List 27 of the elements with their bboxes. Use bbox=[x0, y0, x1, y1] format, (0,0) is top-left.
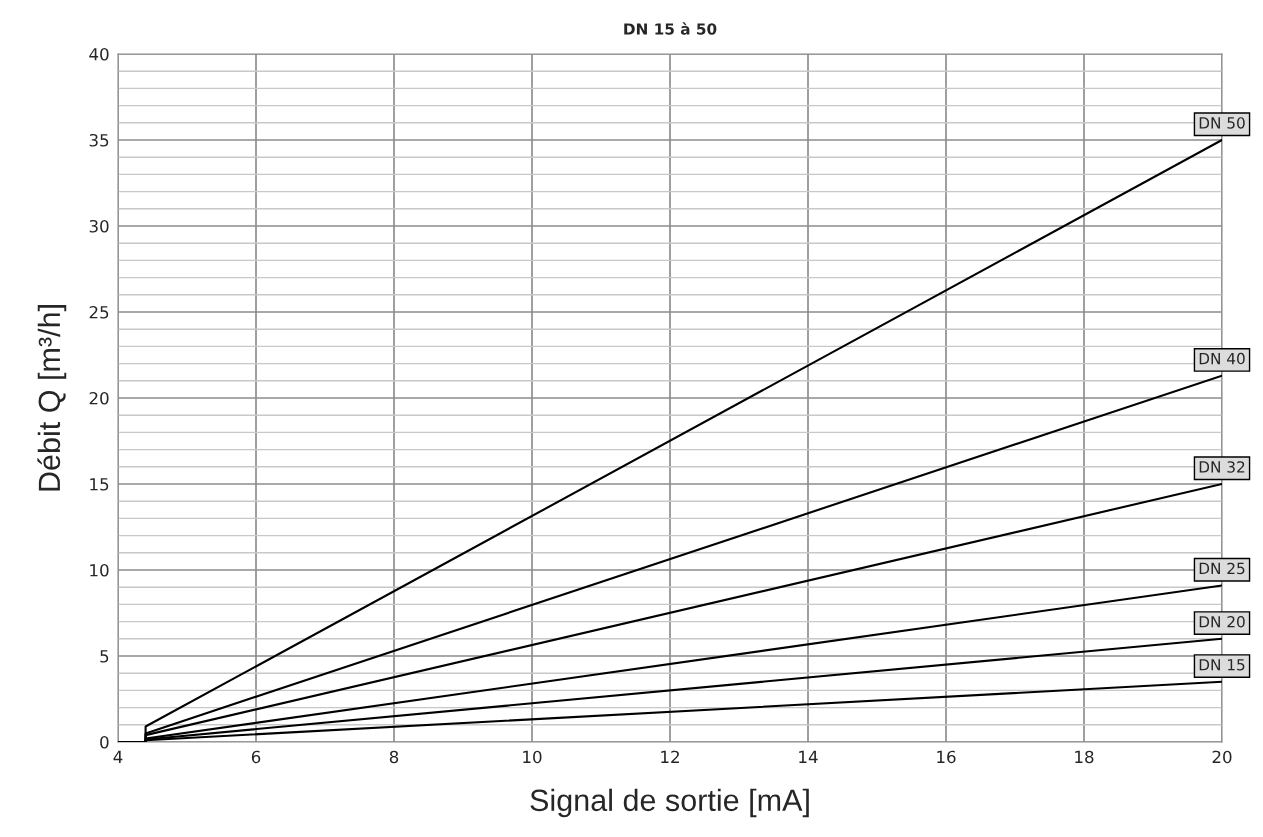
x-tick-label: 16 bbox=[937, 750, 956, 764]
x-tick-label: 10 bbox=[523, 750, 542, 764]
x-tick-label: 12 bbox=[661, 750, 679, 763]
y-tick-label: 15 bbox=[90, 478, 109, 491]
chart-title: DN 15 à 50 bbox=[624, 22, 717, 35]
y-tick-label: 30 bbox=[89, 219, 109, 233]
series-label: DN 15 bbox=[1199, 659, 1245, 671]
x-tick-label: 20 bbox=[1212, 750, 1232, 764]
x-tick-label: 8 bbox=[389, 750, 399, 764]
y-tick-label: 40 bbox=[89, 47, 109, 61]
x-tick-label: 14 bbox=[799, 750, 818, 763]
series-label: DN 40 bbox=[1199, 352, 1245, 365]
x-axis-title: Signal de sortie [mA] bbox=[530, 788, 809, 818]
series-label: DN 20 bbox=[1199, 615, 1245, 628]
series-label: DN 32 bbox=[1199, 461, 1245, 473]
x-tick-label: 18 bbox=[1075, 750, 1094, 764]
y-tick-label: 0 bbox=[100, 735, 109, 749]
y-axis-title: Débit Q [m³/h] bbox=[37, 305, 67, 491]
series-label: DN 50 bbox=[1199, 117, 1245, 129]
x-tick-label: 6 bbox=[251, 750, 261, 764]
x-tick-label: 4 bbox=[113, 750, 123, 763]
y-tick-label: 5 bbox=[100, 650, 109, 663]
series-label: DN 25 bbox=[1199, 562, 1245, 575]
y-tick-label: 20 bbox=[89, 391, 109, 405]
y-tick-label: 10 bbox=[90, 563, 109, 577]
y-tick-label: 35 bbox=[89, 133, 109, 147]
y-tick-label: 25 bbox=[89, 305, 109, 319]
